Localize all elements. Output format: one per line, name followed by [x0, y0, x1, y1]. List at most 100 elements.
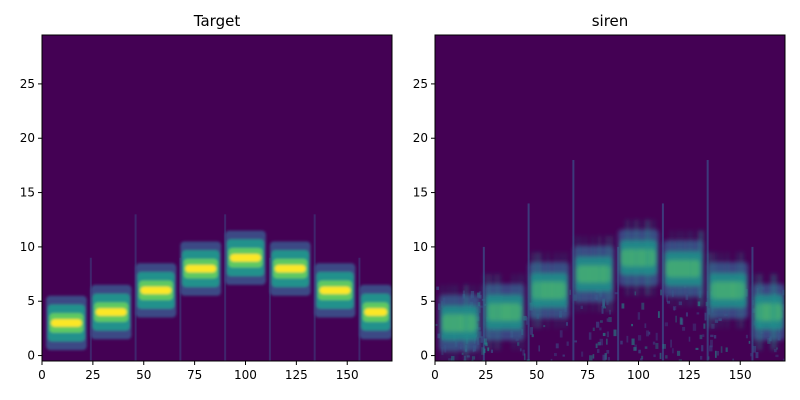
siren-noise-speck [709, 345, 713, 352]
siren-noise-speck [631, 323, 633, 327]
siren-note-streak [483, 274, 486, 351]
siren-note-streak [610, 236, 612, 313]
siren-onset-streak [617, 246, 620, 361]
siren-x-tick-label: 150 [729, 368, 752, 382]
siren-note-streak [522, 274, 524, 351]
siren-noise-speck [673, 307, 676, 311]
target-x-tick-label: 125 [285, 368, 308, 382]
siren-noise-speck [662, 344, 666, 349]
siren-note-streak [499, 274, 501, 351]
siren-y-tick-label: 0 [420, 349, 428, 363]
siren-noise-speck [678, 359, 682, 361]
target-note [90, 284, 132, 340]
siren-noise-speck [716, 350, 720, 356]
siren-noise-speck [748, 340, 751, 344]
siren-noise-speck [592, 327, 595, 332]
siren-noise-speck [775, 354, 779, 358]
siren-note-streak [625, 219, 628, 296]
siren-note-streak [465, 284, 467, 361]
siren-y-tick-label: 15 [413, 186, 428, 200]
siren-noise-speck [562, 354, 565, 357]
siren-noise-speck [699, 334, 703, 340]
siren-note [618, 219, 659, 296]
siren-noise-speck [675, 315, 677, 323]
siren-x-tick-label: 25 [478, 368, 493, 382]
siren-note-streak [531, 252, 534, 329]
siren-note-streak [560, 252, 562, 329]
target-x-tick-label: 75 [187, 368, 202, 382]
siren-noise-speck [481, 347, 485, 355]
siren-noise-speck [559, 330, 563, 338]
target-marks [46, 214, 392, 361]
siren-note-streak [535, 252, 538, 329]
siren-onset-streak [706, 159, 709, 361]
siren-note-streak [472, 284, 475, 361]
siren-noise-speck [599, 327, 602, 331]
siren-noise-speck [680, 318, 684, 325]
target-x-tick-label: 25 [85, 368, 100, 382]
siren-note-streak [598, 236, 601, 313]
siren-note-streak [770, 274, 772, 351]
target-y-tick-label: 10 [20, 240, 35, 254]
target-note-band [319, 286, 351, 295]
siren-note-band [487, 303, 522, 321]
siren-noise-speck [718, 318, 722, 321]
siren-note-streak [575, 236, 577, 313]
siren-plot-frame [434, 34, 786, 362]
siren-noise-speck [485, 342, 488, 347]
siren-noise-speck [602, 332, 606, 337]
siren-noise-speck [569, 289, 572, 295]
siren-note-streak [447, 284, 449, 361]
siren-noise-speck [470, 290, 475, 298]
target-y-tick-label: 25 [20, 77, 35, 91]
siren-noise-speck [688, 336, 691, 342]
siren-note-streak [635, 219, 637, 296]
target-note [135, 263, 177, 318]
siren-note-streak [681, 230, 684, 307]
target-note [314, 263, 356, 318]
siren-note-streak [774, 274, 776, 351]
siren-noise-speck [608, 317, 612, 323]
siren-noise-speck [638, 349, 641, 354]
siren-panel: siren 0 25 50 75 100 125 150 0 5 10 15 20 25 [413, 12, 786, 382]
siren-noise-speck [519, 348, 522, 352]
siren-note-streak [753, 274, 756, 351]
target-note-band [140, 286, 172, 295]
siren-note-streak [565, 252, 567, 329]
siren-noise-speck [692, 323, 697, 331]
siren-noise-speck [550, 358, 553, 361]
siren-note-streak [441, 284, 443, 361]
siren-noise-speck [555, 343, 559, 349]
siren-note-streak [455, 284, 458, 361]
siren-noise-speck [655, 332, 658, 341]
siren-note-streak [759, 274, 761, 351]
siren-noise-speck [670, 339, 672, 348]
siren-note-streak [700, 230, 702, 307]
siren-noise-speck [644, 346, 648, 349]
siren-noise-speck [565, 322, 568, 326]
siren-x-tick-label: 75 [580, 368, 595, 382]
siren-noise-speck [637, 312, 641, 320]
siren-noise-speck [481, 298, 485, 301]
target-note-band [364, 308, 388, 316]
siren-noise-speck [655, 342, 659, 349]
siren-noise-speck [596, 349, 600, 353]
siren-noise-speck [479, 305, 483, 308]
target-y-tick-label: 5 [27, 294, 35, 308]
siren-note [707, 252, 749, 329]
siren-noise-speck [725, 347, 728, 352]
siren-x-tick-label: 100 [627, 368, 650, 382]
siren-noise-speck [543, 325, 546, 328]
siren-noise-speck [695, 347, 699, 350]
target-note [359, 284, 392, 340]
siren-noise-speck [706, 291, 709, 298]
siren-note-streak [645, 219, 648, 296]
siren-note-streak [712, 252, 715, 329]
siren-noise-speck [493, 360, 497, 361]
target-onset-streak [268, 257, 271, 361]
target-note [180, 241, 222, 296]
siren-note-streak [479, 284, 481, 361]
siren-noise-speck [653, 354, 656, 358]
siren-note-streak [451, 284, 454, 361]
siren-noise-speck [703, 323, 706, 329]
